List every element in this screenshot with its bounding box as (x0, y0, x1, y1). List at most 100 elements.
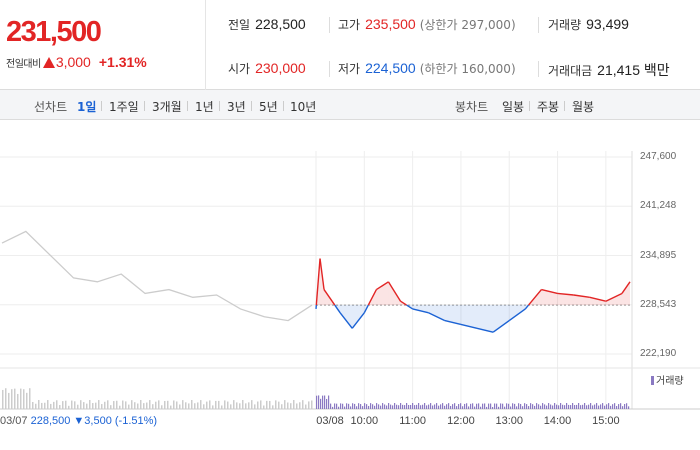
prev-volume-bar (44, 402, 46, 409)
today-volume-bar (548, 403, 550, 409)
today-volume-bar (558, 405, 560, 409)
today-volume-bar (556, 404, 558, 409)
period-5y-button[interactable]: 5년 (259, 100, 278, 114)
up-segment (605, 292, 623, 302)
today-volume-bar (336, 403, 338, 409)
today-volume-bar (352, 403, 354, 409)
prev-volume-bar (83, 402, 85, 409)
prev-volume-bar (113, 401, 115, 409)
today-volume-bar (578, 403, 580, 409)
today-volume-bar (368, 405, 370, 409)
prev-volume-bar (203, 404, 205, 409)
prev-volume-bar (143, 403, 145, 409)
period-1y-button[interactable]: 1년 (195, 100, 214, 114)
prev-volume-bar (176, 401, 178, 409)
today-volume-bar (436, 403, 438, 409)
candle-daily-button[interactable]: 일봉 (502, 100, 525, 114)
today-volume-bar (358, 403, 360, 409)
prev-volume-bar (257, 401, 259, 409)
today-volume-bar (466, 403, 468, 409)
candle-chart-label: 봉차트 (455, 100, 489, 114)
prev-volume-bar (179, 404, 181, 409)
y-tick-label: 228,543 (640, 298, 677, 310)
divider (329, 17, 330, 33)
today-volume-bar (582, 404, 584, 409)
prev-volume-bar (221, 405, 223, 409)
today-volume-bar (610, 405, 612, 409)
today-volume-bar (594, 404, 596, 409)
today-volume-bar (530, 403, 532, 409)
volume-legend-label: 거래량 (656, 376, 684, 387)
prev-volume-bar (17, 393, 19, 409)
low-value: 224,500 (365, 60, 416, 76)
today-volume-bar (512, 403, 514, 409)
today-volume-bar (564, 405, 566, 409)
prev-volume-bar (122, 400, 124, 409)
prev-volume-bar (35, 403, 37, 409)
today-volume-bar (424, 403, 426, 409)
up-segment (400, 300, 407, 306)
today-volume-bar (360, 404, 362, 409)
today-volume-bar (504, 406, 506, 409)
prev-volume-bar (65, 400, 67, 409)
today-volume-bar (600, 404, 602, 409)
today-volume-bar (598, 405, 600, 409)
prev-day-info: 03/07 228,500 ▼3,500 (-1.51%) (0, 415, 157, 427)
down-segment (492, 320, 510, 333)
down-area (493, 305, 510, 333)
down-area (509, 305, 526, 321)
today-volume-bar (618, 404, 620, 409)
prev-volume-bar (245, 403, 247, 409)
today-volume-bar (340, 403, 342, 409)
prev-volume-bar (104, 401, 106, 409)
up-area (589, 297, 606, 306)
today-volume-bar (482, 403, 484, 409)
y-tick-label: 234,895 (640, 249, 677, 261)
up-segment (331, 300, 336, 306)
divider (329, 61, 330, 77)
period-3y-button[interactable]: 3년 (227, 100, 246, 114)
prev-volume-bar (275, 400, 277, 409)
prev-volume-bar (128, 404, 130, 409)
today-volume-bar (626, 403, 628, 409)
candle-weekly-button[interactable]: 주봉 (537, 100, 560, 114)
candle-monthly-button[interactable]: 월봉 (572, 100, 595, 114)
today-volume-bar (516, 406, 518, 409)
prev-volume-bar (14, 388, 16, 409)
today-volume-bar (418, 403, 420, 409)
today-volume-bar (372, 404, 374, 409)
today-volume-bar (586, 405, 588, 409)
up-segment (589, 296, 607, 302)
today-volume-bar (380, 405, 382, 409)
divider (564, 101, 565, 111)
up-area (557, 293, 574, 306)
today-volume-bar (398, 405, 400, 409)
today-volume-bar (334, 403, 336, 409)
x-tick-label: 12:00 (447, 415, 475, 427)
period-1w-button[interactable]: 1주일 (109, 100, 139, 114)
today-volume-bar (550, 404, 552, 409)
period-1d-button[interactable]: 1일 (77, 100, 97, 114)
x-tick-label: 13:00 (495, 415, 523, 427)
prev-volume-bar (284, 400, 286, 409)
today-volume-bar (612, 404, 614, 409)
period-3m-button[interactable]: 3개월 (152, 100, 182, 114)
today-volume-bar (400, 403, 402, 409)
today-volume-bar (366, 404, 368, 409)
amount-label: 거래대금 (548, 64, 593, 78)
down-area (460, 305, 478, 329)
prev-volume-bar (68, 405, 70, 409)
prev-day-date: 03/07 (0, 415, 28, 427)
x-tick-label: 14:00 (543, 415, 572, 427)
prev-volume-bar (149, 400, 151, 409)
today-volume-bar (470, 403, 472, 409)
price-chart[interactable]: 247,600 241,248 234,895 228,543 222,190 03/0… (0, 121, 700, 450)
open-label: 시가 (228, 62, 251, 76)
period-10y-button[interactable]: 10년 (290, 100, 317, 114)
down-area (477, 305, 494, 333)
prev-volume-bar (263, 405, 265, 409)
today-volume-bar (510, 406, 512, 409)
prev-volume-bar (158, 400, 160, 409)
change-percent: +1.31% (98, 54, 147, 70)
today-volume-bar (488, 403, 490, 409)
